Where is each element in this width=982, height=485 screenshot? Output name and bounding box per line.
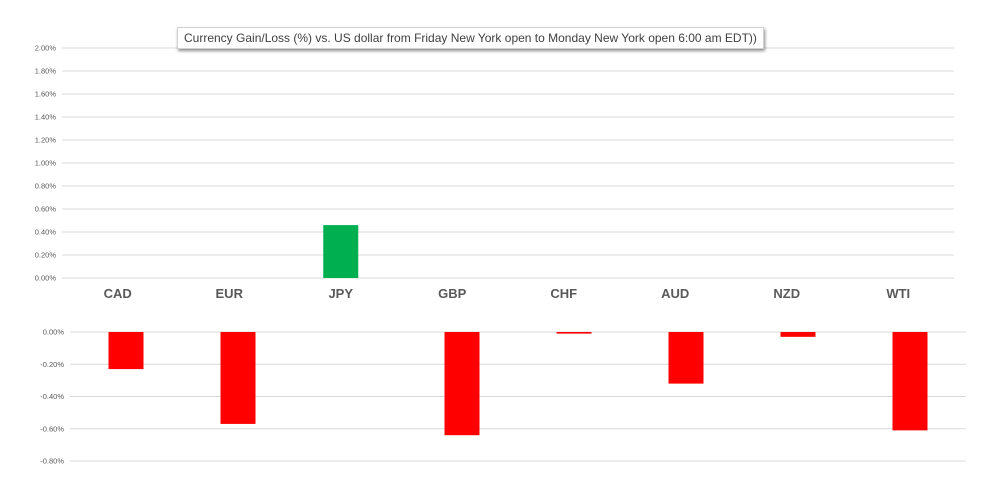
y-tick-label: -0.40% xyxy=(40,392,64,401)
y-tick-label: 1.00% xyxy=(35,159,57,168)
y-tick-label: 0.80% xyxy=(35,182,57,191)
positive-panel-gridlines xyxy=(62,47,954,279)
y-tick-label: -0.20% xyxy=(40,360,64,369)
y-tick-label: 1.60% xyxy=(35,90,57,99)
y-tick-label: 2.00% xyxy=(35,44,57,53)
category-label: EUR xyxy=(216,286,244,301)
chart-title: Currency Gain/Loss (%) vs. US dollar fro… xyxy=(177,27,764,49)
bar-nzd xyxy=(780,332,816,337)
category-label: CHF xyxy=(550,286,577,301)
y-tick-label: 0.60% xyxy=(35,205,57,214)
positive-panel-y-axis: 0.00% 0.20% 0.40% 0.60% 0.80% 1.00% 1.20% 1.40%… xyxy=(35,44,57,283)
bar-jpy xyxy=(323,225,359,278)
category-label: AUD xyxy=(661,286,689,301)
bar-aud xyxy=(668,332,704,384)
bar-series xyxy=(108,225,928,436)
bar-gbp xyxy=(444,332,480,436)
bar-chf xyxy=(556,332,592,334)
bar-eur xyxy=(220,332,256,424)
category-label: NZD xyxy=(773,286,800,301)
negative-panel-y-axis: 0.00% -0.20% -0.40% -0.60% -0.80% xyxy=(40,328,64,466)
bar-wti xyxy=(892,332,928,431)
y-tick-label: 0.00% xyxy=(35,274,57,283)
y-tick-label: -0.80% xyxy=(40,457,64,466)
y-tick-label: 1.40% xyxy=(35,113,57,122)
y-tick-label: 0.00% xyxy=(43,328,65,337)
y-tick-label: -0.60% xyxy=(40,424,64,433)
category-label: GBP xyxy=(438,286,467,301)
category-label: JPY xyxy=(328,286,353,301)
category-label: WTI xyxy=(886,286,910,301)
y-tick-label: 1.80% xyxy=(35,67,57,76)
category-label: CAD xyxy=(104,286,132,301)
y-tick-label: 1.20% xyxy=(35,136,57,145)
y-tick-label: 0.20% xyxy=(35,251,57,260)
negative-panel-gridlines xyxy=(70,331,966,462)
category-axis: CAD EUR JPY GBP CHF AUD NZD WTI xyxy=(104,286,911,301)
bar-cad xyxy=(108,332,144,370)
y-tick-label: 0.40% xyxy=(35,228,57,237)
